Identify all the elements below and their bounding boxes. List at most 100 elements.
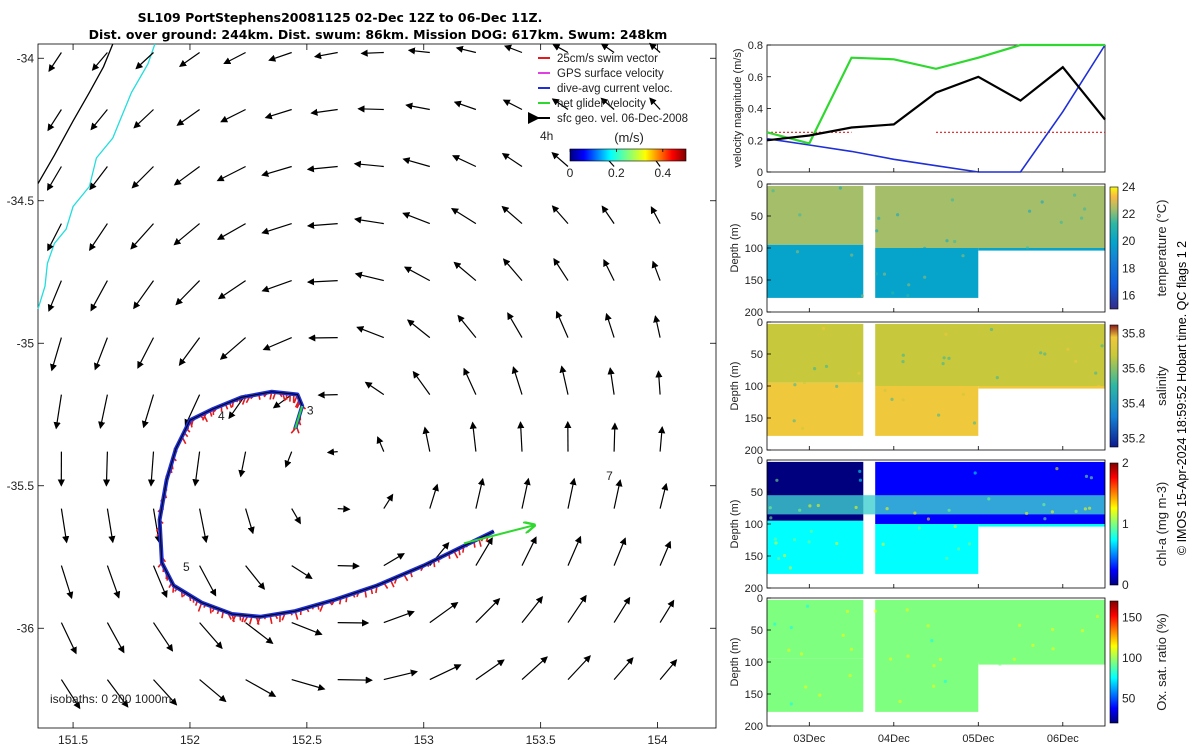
geo-velocity-arrow [653, 315, 661, 338]
section-sample [953, 239, 957, 244]
depth-tick-label: 50 [751, 487, 763, 499]
section-sample [1046, 241, 1050, 245]
section-sample [881, 542, 885, 546]
section-sample [945, 239, 949, 243]
section-lower-layer [875, 386, 979, 436]
section-sample [771, 189, 775, 193]
section-colorbar-label: chl-a (mg m-3) [1154, 482, 1169, 567]
geo-velocity-arrow [521, 596, 544, 623]
section-sample [774, 541, 778, 545]
track-labels: 4 3 5 7 [183, 404, 613, 575]
section-sample [783, 554, 787, 558]
section-ylabel: Depth (m) [729, 362, 741, 411]
geo-velocity-arrow [521, 536, 537, 566]
section-sample [1025, 511, 1029, 516]
section-sample [956, 675, 960, 679]
geo-velocity-arrow [216, 223, 246, 240]
lon-tick-label: 153.5 [526, 733, 556, 747]
legend-label: GPS surface velocity [557, 68, 664, 80]
section-panel: 0 50 100 150 200 Depth (m) 24 22 20 18 16 temperatu… [729, 179, 1169, 319]
section-sample [972, 421, 977, 425]
time-series-panels: 0 0.2 0.4 0.6 0.8 velocity magnitude (m/s) 0… [729, 40, 1169, 745]
section-sample [789, 702, 793, 706]
geo-velocity-arrow [601, 205, 615, 224]
map-legend: 25cm/s swim vector GPS surface velocity di… [528, 53, 688, 125]
section-sample [1089, 204, 1093, 208]
section-sample [901, 360, 905, 364]
depth-tick-label: 200 [745, 307, 763, 319]
section-ylabel: Depth (m) [729, 500, 741, 549]
section-sample [1028, 209, 1032, 213]
section-sample [885, 507, 889, 511]
section-lower-layer [767, 382, 864, 436]
section-sample [1045, 333, 1049, 337]
geo-velocity-arrow [511, 366, 523, 395]
section-sample [942, 637, 946, 641]
geo-velocity-arrow [291, 508, 301, 525]
lon-tick-label: 152.5 [292, 733, 322, 747]
velocity-tick-label: 0 [757, 167, 763, 179]
section-sample [1095, 614, 1100, 619]
geo-velocity-arrow [153, 622, 174, 652]
section-sample [808, 504, 812, 508]
geo-velocity-arrow [102, 451, 111, 487]
section-sample [853, 263, 857, 267]
depth-tick-label: 200 [745, 721, 763, 733]
section-sample [835, 384, 839, 388]
section-sample [943, 679, 947, 684]
depth-tick-label: 150 [745, 551, 763, 563]
geo-velocity-arrow [613, 657, 634, 680]
section-sample [1025, 246, 1029, 250]
geo-velocity-arrow [223, 51, 246, 65]
section-sample [882, 272, 887, 276]
section-sample [942, 356, 946, 360]
geo-velocity-arrow [337, 505, 351, 513]
section-sample [989, 327, 994, 332]
section-sample [1097, 384, 1101, 388]
section-sample [848, 674, 852, 678]
geo-velocity-arrow [47, 223, 62, 252]
geo-velocity-arrow [354, 271, 384, 282]
geo-velocity-arrow [47, 280, 62, 312]
section-sample [886, 269, 890, 273]
section-sample [804, 685, 808, 689]
geo-velocity-arrow [106, 622, 125, 654]
section-colorbar-tick: 22 [1122, 207, 1136, 221]
section-sample [923, 246, 927, 250]
section-colorbar-tick: 50 [1122, 692, 1136, 706]
lat-tick-label: -34.5 [7, 194, 35, 208]
depth-tick-label: 100 [745, 657, 763, 669]
section-sample [944, 332, 948, 336]
legend-label: dive-avg current veloc. [557, 83, 673, 95]
geo-velocity-arrow [46, 166, 62, 191]
geo-velocity-arrow [130, 223, 154, 250]
geo-velocity-arrow [600, 43, 615, 53]
geo-velocity-arrow [245, 622, 274, 645]
section-sample [854, 505, 858, 510]
time-axis: 03Dec 04Dec 05Dec 06Dec [793, 168, 1079, 745]
geo-velocity-arrow [551, 152, 569, 167]
section-colorbar-tick: 35.6 [1122, 362, 1146, 376]
section-sample [1059, 220, 1063, 224]
geo-velocity-arrow [306, 278, 338, 286]
geo-velocity-arrow [364, 381, 385, 396]
map-axis-ticks: 151.5 152 152.5 153 153.5 154 -34 -34.5 -35 -35.5… [7, 44, 716, 747]
geo-velocity-arrow [658, 426, 666, 452]
geo-velocity-arrow [655, 370, 663, 395]
lon-tick-label: 154 [648, 733, 668, 747]
section-sample [779, 329, 783, 333]
geo-velocity-arrow [133, 109, 154, 129]
section-upper-layer [875, 323, 1105, 386]
section-sample [811, 348, 815, 352]
velocity-panel-frame [766, 44, 1106, 173]
geo-velocity-arrow [356, 326, 385, 339]
section-sample [769, 516, 773, 520]
legend-label: net glider velocity [557, 98, 646, 110]
section-colorbar [1109, 600, 1119, 724]
lat-tick-label: -35.5 [7, 479, 35, 493]
section-sample [907, 239, 911, 243]
geo-velocity-arrow [326, 448, 338, 456]
section-sample [1050, 510, 1054, 514]
geo-velocity-arrow [268, 51, 292, 62]
geo-velocity-arrow [106, 508, 116, 544]
